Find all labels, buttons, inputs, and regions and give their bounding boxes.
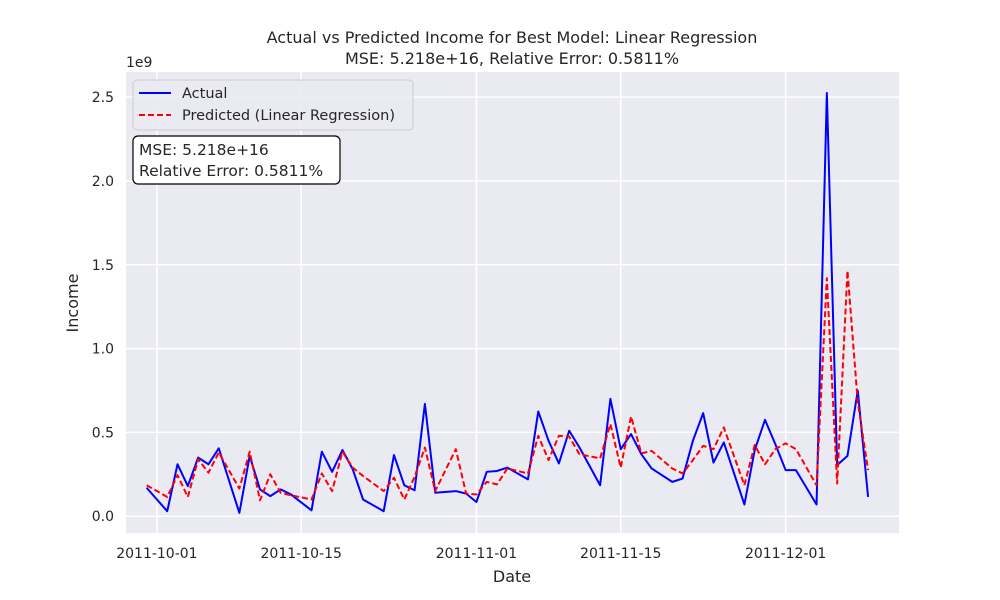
y-tick-label: 1.0 xyxy=(92,342,114,358)
legend: Actual Predicted (Linear Regression) xyxy=(132,79,414,131)
legend-box xyxy=(132,79,414,131)
x-tick-label: 2011-11-01 xyxy=(436,546,517,562)
x-tick-label: 2011-12-01 xyxy=(745,546,826,562)
y-offset-text: 1e9 xyxy=(126,55,152,71)
tick-labels: 2011-10-01 2011-10-15 2011-11-01 2011-11-15… xyxy=(92,90,827,562)
annotation-box: MSE: 5.218e+16 Relative Error: 0.5811% xyxy=(132,135,341,185)
y-axis-label: Income xyxy=(63,274,82,333)
chart-subtitle: MSE: 5.218e+16, Relative Error: 0.5811% xyxy=(345,49,679,68)
y-tick-label: 1.5 xyxy=(92,258,114,274)
y-tick-label: 0.5 xyxy=(92,425,114,441)
x-tick-label: 2011-10-01 xyxy=(116,546,197,562)
series-line-predicted xyxy=(146,269,870,502)
x-tick-label: 2011-11-15 xyxy=(580,546,661,562)
y-tick-label: 2.0 xyxy=(92,174,114,190)
y-tick-label: 0.0 xyxy=(92,509,114,525)
series-layer xyxy=(145,91,870,514)
annotation-relative-error: Relative Error: 0.5811% xyxy=(139,162,323,180)
x-axis-label: Date xyxy=(493,567,531,586)
chart-title: Actual vs Predicted Income for Best Mode… xyxy=(267,28,758,47)
annotation-mse: MSE: 5.218e+16 xyxy=(139,141,269,159)
y-tick-label: 2.5 xyxy=(92,90,114,106)
legend-label-actual: Actual xyxy=(182,86,227,102)
legend-label-predicted: Predicted (Linear Regression) xyxy=(182,108,395,124)
annotation-frame xyxy=(132,135,341,185)
x-tick-label: 2011-10-15 xyxy=(261,546,342,562)
